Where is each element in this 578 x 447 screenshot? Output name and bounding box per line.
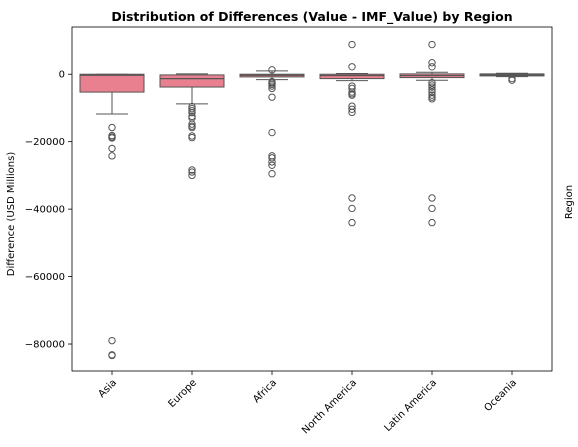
y-axis-label: Difference (USD Millions) [6, 152, 17, 277]
outlier-point [268, 93, 276, 101]
outlier-point [428, 40, 436, 49]
y-tick-label: −40000 [25, 205, 65, 216]
outlier-point [188, 166, 196, 174]
right-axis-label: Region [564, 185, 575, 219]
outlier-point [108, 152, 116, 160]
plot-frame [71, 26, 553, 372]
outlier-point [428, 81, 436, 89]
y-tick-label: −20000 [25, 137, 65, 148]
outlier-point [188, 133, 196, 142]
box-oceania [479, 72, 545, 84]
box-latin-america [399, 40, 465, 227]
outlier-point [268, 158, 276, 166]
outlier-point [428, 83, 436, 91]
box-europe [159, 73, 225, 180]
box-africa [239, 66, 305, 178]
outlier-point [108, 123, 116, 132]
outlier-point [108, 351, 116, 360]
outlier-point [428, 218, 436, 227]
outlier-point [428, 86, 436, 94]
iqr-box [79, 73, 145, 93]
outlier-point [428, 194, 436, 202]
boxes-layer [79, 40, 545, 360]
x-tick-label: Asia [97, 377, 120, 400]
x-tick-label: North America [300, 377, 359, 436]
y-tick-label: −80000 [25, 340, 65, 351]
outlier-point [428, 63, 436, 71]
outlier-point [348, 218, 356, 227]
outlier-point [348, 91, 356, 99]
outlier-point [188, 106, 196, 115]
iqr-box [159, 74, 225, 88]
outlier-point [108, 144, 116, 153]
outlier-point [348, 194, 356, 202]
outlier-point [188, 108, 196, 117]
box-asia [79, 73, 145, 360]
chart-title: Distribution of Differences (Value - IMF… [111, 9, 512, 25]
outlier-point [268, 154, 276, 162]
outlier-point [188, 120, 196, 128]
outlier-point [108, 134, 116, 142]
outlier-point [508, 76, 516, 84]
outlier-point [428, 59, 436, 67]
outlier-point [188, 168, 196, 176]
x-tick-label: Europe [166, 377, 199, 410]
y-axis-ticks: 0 −20000 −40000 −60000 −80000 [25, 70, 72, 351]
x-axis-ticks: Asia Europe Africa North America Latin Ameri… [97, 371, 519, 436]
outlier-point [268, 66, 276, 74]
outlier-point [188, 171, 196, 180]
x-tick-label: Latin America [382, 377, 439, 434]
x-tick-label: Africa [251, 377, 279, 405]
outlier-point [348, 63, 356, 71]
outlier-point [268, 170, 276, 178]
outlier-point [108, 336, 116, 345]
outlier-point [188, 104, 196, 113]
outlier-point [348, 108, 356, 117]
iqr-box [319, 73, 385, 80]
outlier-point [348, 105, 356, 113]
plot-area [71, 26, 553, 372]
outlier-point [428, 91, 436, 99]
outlier-point [428, 78, 436, 87]
outlier-point [428, 204, 436, 213]
box-north-america [319, 40, 385, 227]
outlier-point [268, 161, 276, 169]
outlier-point [268, 84, 276, 93]
outlier-point [188, 123, 196, 132]
x-tick-label: Oceania [482, 377, 519, 414]
y-tick-label: 0 [59, 70, 65, 81]
outlier-point [348, 40, 356, 49]
outlier-point [268, 128, 276, 137]
outlier-point [268, 82, 276, 90]
y-tick-label: −60000 [25, 272, 65, 283]
outlier-point [348, 204, 356, 213]
outlier-point [428, 95, 436, 103]
